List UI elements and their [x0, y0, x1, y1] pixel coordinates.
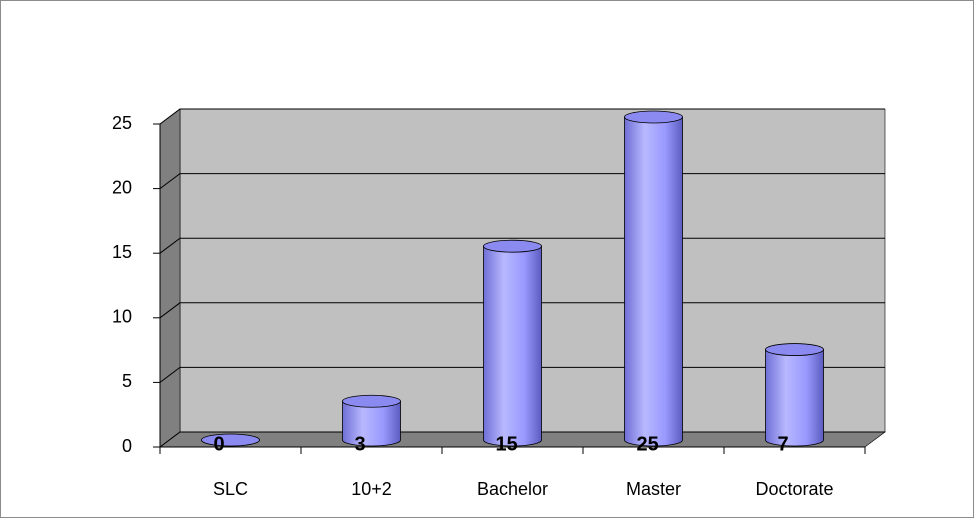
y-tick-label: 0 [122, 436, 132, 456]
bar [624, 116, 683, 447]
y-tick-label: 15 [112, 242, 132, 262]
y-tick-label: 10 [112, 307, 132, 327]
y-tick-label: 25 [112, 113, 132, 133]
bar [342, 400, 401, 447]
data-label: 0 [214, 433, 225, 455]
bar-top [765, 343, 824, 356]
bar-top [201, 433, 260, 447]
data-label: 7 [778, 433, 789, 455]
x-tick-label: 10+2 [351, 479, 392, 499]
bar [483, 245, 542, 447]
x-tick-label: Doctorate [755, 479, 833, 499]
data-label: 25 [637, 433, 659, 455]
y-tick-label: 20 [112, 177, 132, 197]
bar-top [624, 110, 683, 124]
x-tick-label: SLC [213, 479, 248, 499]
x-tick-label: Master [626, 479, 681, 499]
bar-top [483, 239, 542, 253]
data-label: 15 [496, 433, 518, 455]
grid-line [159, 108, 885, 125]
bar [765, 349, 824, 447]
side-wall [159, 108, 181, 448]
data-label: 3 [355, 433, 366, 455]
x-tick-label: Bachelor [477, 479, 548, 499]
y-tick-label: 5 [122, 371, 132, 391]
bar-top [342, 394, 401, 408]
